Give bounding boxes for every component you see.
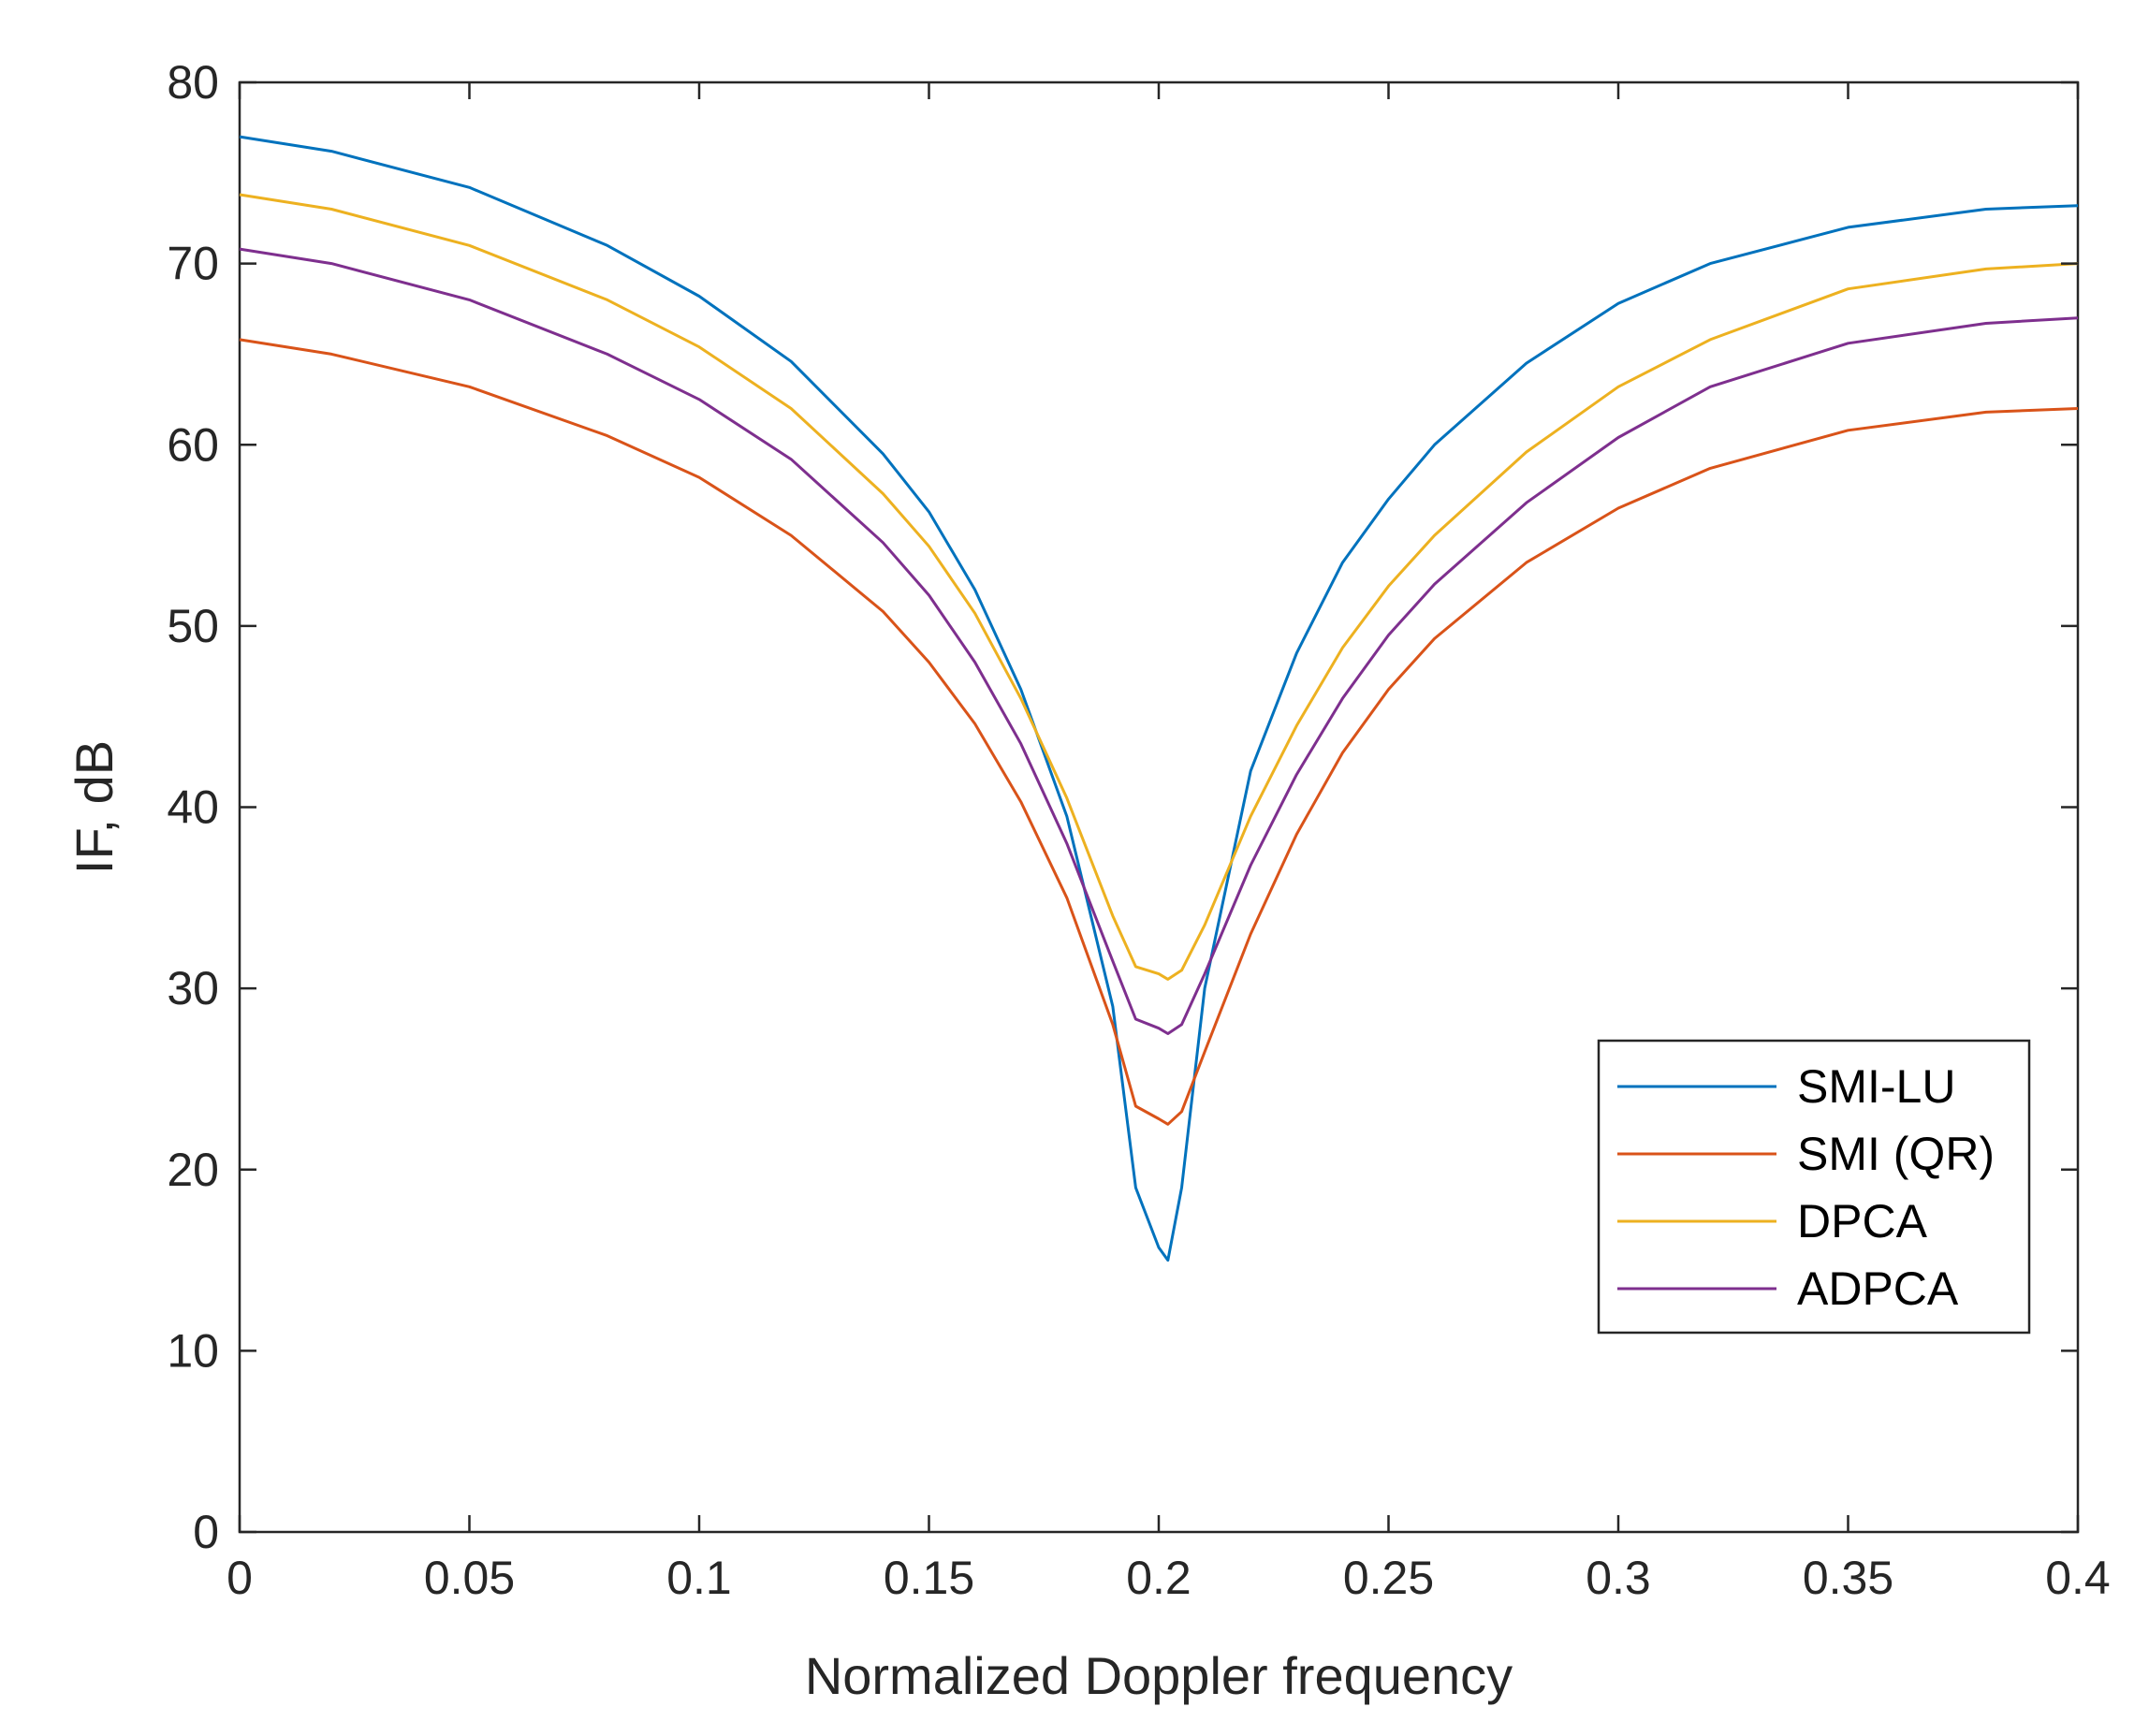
x-tick-label: 0.4 bbox=[2045, 1552, 2111, 1604]
x-axis: 0 0.05 0.1 0.15 0.2 0.25 0.3 0.35 0.4 bbox=[227, 82, 2111, 1604]
y-tick-label: 80 bbox=[167, 56, 219, 109]
x-tick-label: 0.2 bbox=[1126, 1552, 1191, 1604]
y-tick-label: 70 bbox=[167, 238, 219, 290]
legend-label-adpca: ADPCA bbox=[1797, 1262, 1959, 1315]
series-layer bbox=[239, 135, 2079, 1262]
series-line-adpca bbox=[239, 247, 2079, 1035]
x-tick-label: 0.15 bbox=[884, 1552, 974, 1604]
y-tick-label: 40 bbox=[167, 781, 219, 834]
x-tick-label: 0.3 bbox=[1586, 1552, 1651, 1604]
x-tick-label: 0 bbox=[227, 1552, 253, 1604]
y-tick-label: 30 bbox=[167, 962, 219, 1014]
x-tick-label: 0.35 bbox=[1803, 1552, 1893, 1604]
x-tick-label: 0.25 bbox=[1343, 1552, 1434, 1604]
legend-label-smi-qr: SMI (QR) bbox=[1797, 1128, 1995, 1180]
y-axis: 0 10 20 30 40 50 60 70 80 bbox=[167, 56, 2078, 1558]
legend-box bbox=[1597, 1039, 2031, 1335]
y-tick-label: 20 bbox=[167, 1144, 219, 1196]
series-line-smi-lu bbox=[239, 135, 2079, 1262]
x-axis-label: Normalized Doppler frequency bbox=[805, 1646, 1513, 1705]
y-axis-label: IF, dB bbox=[65, 740, 124, 874]
y-tick-label: 0 bbox=[193, 1506, 219, 1558]
legend: SMI-LU SMI (QR) DPCA ADPCA bbox=[1597, 1039, 2031, 1335]
y-tick-label: 50 bbox=[167, 600, 219, 652]
y-tick-label: 10 bbox=[167, 1324, 219, 1377]
legend-label-smi-lu: SMI-LU bbox=[1797, 1060, 1955, 1113]
legend-label-dpca: DPCA bbox=[1797, 1195, 1928, 1247]
x-tick-label: 0.1 bbox=[666, 1552, 732, 1604]
series-line-smi-qr bbox=[239, 338, 2079, 1126]
x-tick-label: 0.05 bbox=[424, 1552, 515, 1604]
y-tick-label: 60 bbox=[167, 418, 219, 471]
series-line-dpca bbox=[239, 193, 2079, 981]
